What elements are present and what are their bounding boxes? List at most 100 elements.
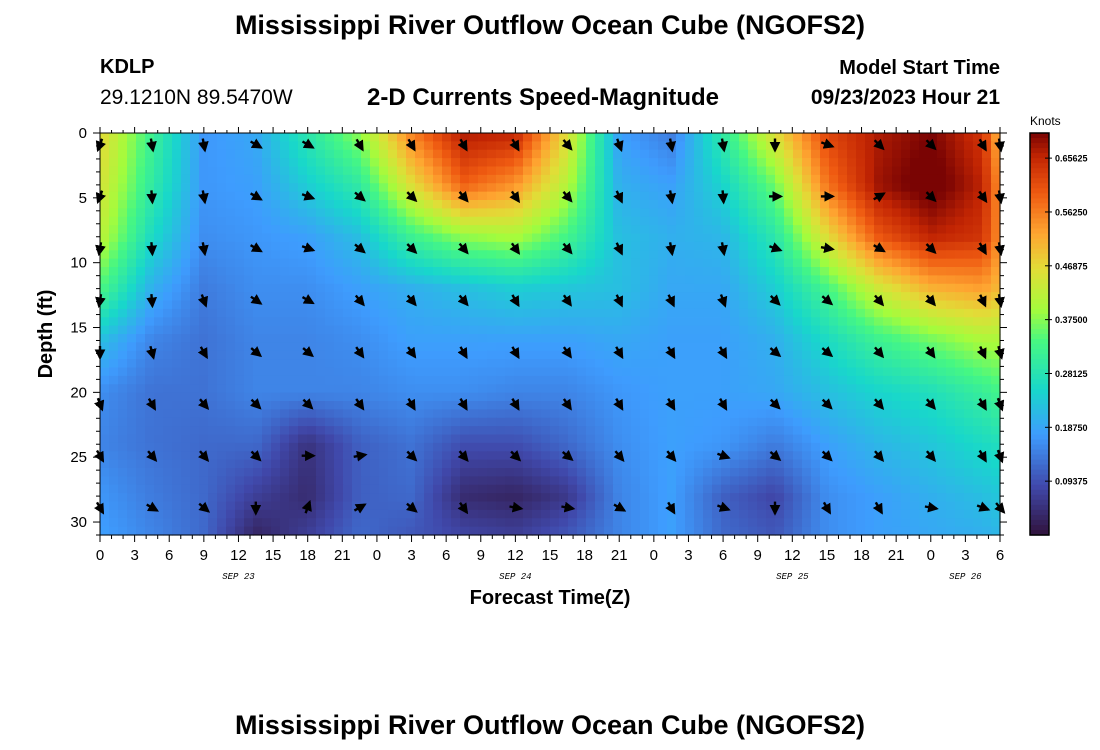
- heatmap-cell: [577, 392, 587, 402]
- heatmap-cell: [865, 375, 875, 385]
- heatmap-cell: [829, 459, 839, 469]
- heatmap-cell: [424, 451, 434, 461]
- heatmap-cell: [613, 342, 623, 352]
- heatmap-cell: [910, 200, 920, 209]
- heatmap-cell: [361, 300, 371, 310]
- heatmap-cell: [127, 434, 137, 444]
- heatmap-cell: [910, 350, 920, 360]
- heatmap-cell: [991, 258, 1001, 268]
- heatmap-cell: [865, 434, 875, 444]
- heatmap-cell: [271, 476, 281, 486]
- heatmap-cell: [451, 350, 461, 360]
- heatmap-cell: [235, 308, 245, 318]
- heatmap-cell: [919, 183, 929, 193]
- heatmap-cell: [802, 141, 812, 151]
- heatmap-cell: [739, 342, 749, 352]
- heatmap-cell: [127, 451, 137, 461]
- heatmap-cell: [325, 149, 335, 159]
- heatmap-cell: [163, 275, 173, 285]
- heatmap-cell: [676, 275, 686, 285]
- heatmap-cell: [874, 484, 884, 494]
- heatmap-cell: [370, 241, 380, 251]
- heatmap-cell: [388, 300, 398, 310]
- current-vector-arrow: [509, 346, 520, 360]
- heatmap-cell: [568, 468, 578, 477]
- heatmap-cell: [595, 451, 605, 461]
- heatmap-cell: [235, 367, 245, 377]
- heatmap-cell: [613, 174, 623, 184]
- heatmap-cell: [334, 409, 344, 419]
- heatmap-cell: [208, 375, 218, 385]
- heatmap-cell: [244, 350, 254, 360]
- heatmap-cell: [523, 208, 533, 218]
- heatmap-cell: [460, 258, 470, 268]
- heatmap-cell: [442, 216, 452, 226]
- heatmap-cell: [127, 216, 137, 226]
- heatmap-cell: [469, 191, 479, 201]
- heatmap-cell: [415, 216, 425, 226]
- heatmap-cell: [703, 233, 713, 243]
- heatmap-cell: [712, 133, 722, 142]
- heatmap-cell: [721, 225, 731, 235]
- heatmap-cell: [478, 350, 488, 360]
- heatmap-cell: [298, 267, 308, 276]
- heatmap-cell: [865, 501, 875, 511]
- heatmap-cell: [892, 367, 902, 377]
- heatmap-cell: [100, 459, 110, 469]
- current-vector-arrow: [146, 190, 158, 205]
- heatmap-cell: [838, 509, 848, 519]
- heatmap-cell: [532, 241, 542, 251]
- heatmap-cell: [946, 300, 956, 310]
- heatmap-cell: [640, 417, 650, 427]
- heatmap-cell: [874, 216, 884, 226]
- heatmap-cell: [244, 208, 254, 218]
- heatmap-cell: [802, 325, 812, 335]
- heatmap-cell: [937, 434, 947, 444]
- heatmap-cell: [370, 501, 380, 511]
- heatmap-cell: [784, 275, 794, 285]
- heatmap-cell: [316, 459, 326, 469]
- heatmap-cell: [145, 518, 155, 528]
- current-vector-arrow: [717, 346, 728, 360]
- heatmap-cell: [496, 250, 506, 260]
- heatmap-cell: [118, 325, 128, 335]
- heatmap-cell: [433, 484, 443, 494]
- heatmap-cell: [559, 200, 569, 209]
- heatmap-cell: [613, 409, 623, 419]
- heatmap-cell: [316, 183, 326, 193]
- heatmap-cell: [433, 350, 443, 360]
- heatmap-cell: [649, 451, 659, 461]
- heatmap-cell: [586, 526, 596, 536]
- heatmap-cell: [676, 342, 686, 352]
- heatmap-cell: [820, 174, 830, 184]
- heatmap-cell: [802, 501, 812, 511]
- heatmap-cell: [100, 484, 110, 494]
- heatmap-cell: [469, 166, 479, 176]
- heatmap-cell: [703, 158, 713, 168]
- heatmap-cell: [343, 183, 353, 193]
- heatmap-cell: [406, 225, 416, 235]
- heatmap-cell: [658, 342, 668, 352]
- heatmap-cell: [226, 493, 236, 503]
- heatmap-cell: [424, 384, 434, 394]
- heatmap-cell: [379, 225, 389, 235]
- heatmap-cell: [964, 208, 974, 218]
- heatmap-cell: [982, 342, 992, 352]
- heatmap-cell: [181, 166, 191, 176]
- heatmap-cell: [199, 283, 209, 293]
- heatmap-cell: [892, 216, 902, 226]
- heatmap-cell: [424, 367, 434, 377]
- heatmap-cell: [811, 300, 821, 310]
- heatmap-cell: [451, 208, 461, 218]
- heatmap-cell: [163, 267, 173, 276]
- heatmap-cell: [604, 191, 614, 201]
- heatmap-cell: [892, 267, 902, 276]
- heatmap-cell: [793, 225, 803, 235]
- heatmap-cell: [496, 342, 506, 352]
- heatmap-cell: [649, 518, 659, 528]
- heatmap-cell: [595, 191, 605, 201]
- heatmap-cell: [118, 141, 128, 151]
- heatmap-cell: [829, 317, 839, 327]
- heatmap-cell: [451, 275, 461, 285]
- heatmap-cell: [667, 208, 677, 218]
